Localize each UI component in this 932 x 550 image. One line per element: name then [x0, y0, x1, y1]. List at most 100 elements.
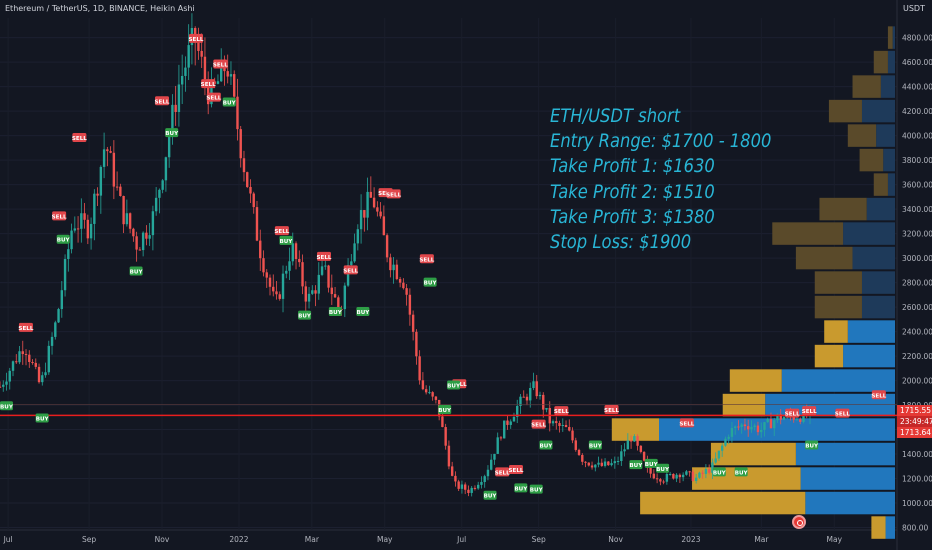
candle-body: [642, 451, 646, 461]
buy-signal-label: BUY: [280, 239, 294, 245]
candle-body: [737, 426, 740, 428]
candle-body: [398, 279, 402, 283]
sell-signal-label: SELL: [679, 421, 694, 427]
note-line: Take Profit 1: $1630: [550, 155, 715, 178]
candle-body: [694, 477, 698, 481]
sell-signal: [835, 408, 850, 418]
sell-signal-label: SELL: [835, 412, 850, 418]
sell-signal: [189, 33, 204, 43]
candle-body: [187, 45, 190, 68]
candle-body: [158, 189, 161, 198]
y-tick-label: 800.00: [902, 524, 928, 533]
candle-body: [561, 424, 564, 426]
volume-profile-up: [814, 271, 862, 294]
candle-body: [392, 264, 395, 271]
candle-body: [522, 396, 525, 398]
candle-body: [769, 419, 773, 429]
candle-body: [203, 56, 207, 80]
sell-signal: [213, 59, 228, 69]
candle-body: [607, 461, 610, 466]
candle-body: [343, 285, 347, 310]
candle-body: [773, 420, 776, 429]
candle-body: [164, 157, 168, 181]
candle-body: [86, 219, 90, 239]
candle-body: [115, 186, 119, 188]
volume-profile-down: [852, 246, 895, 270]
sell-signal: [679, 418, 694, 428]
candle-body: [242, 158, 246, 173]
candle-body: [151, 211, 155, 236]
candle-body: [577, 449, 581, 455]
candle-body: [106, 149, 109, 152]
buy-signal-label: BUY: [540, 443, 554, 449]
sell-signal: [155, 96, 169, 106]
x-tick-label: May: [827, 535, 843, 544]
symbol-title: Ethereum / TetherUS, 1D, BINANCE, Heikin…: [5, 4, 195, 13]
sell-signal-label: SELL: [531, 423, 546, 429]
volume-profile-down: [880, 75, 895, 98]
candle-body: [766, 419, 769, 423]
candle-body: [616, 461, 620, 463]
reload-icon[interactable]: [792, 515, 806, 529]
candle-body: [93, 193, 96, 224]
candle-body: [184, 67, 187, 76]
candle-body: [620, 451, 623, 462]
candle-body: [281, 273, 285, 299]
candle-body: [259, 240, 262, 259]
volume-profile-down: [866, 197, 895, 221]
y-tick-label: 2800.00: [902, 279, 932, 288]
candle-body: [54, 322, 57, 337]
y-tick-label: 1400.00: [902, 450, 932, 459]
candle-body: [389, 257, 392, 271]
candle-body: [268, 277, 272, 287]
candle-body: [408, 294, 412, 315]
volume-profile-up: [828, 99, 862, 123]
candle-body: [756, 425, 760, 433]
buy-signal-label: BUY: [805, 443, 819, 449]
y-tick-label: 2400.00: [902, 328, 932, 337]
sell-signal-label: SELL: [604, 408, 619, 414]
candle-body: [138, 249, 142, 251]
candle-body: [662, 481, 665, 483]
sell-signal: [419, 254, 434, 264]
candle-body: [220, 59, 223, 82]
candle-body: [431, 392, 434, 397]
candle-body: [421, 380, 425, 390]
candle-body: [779, 414, 782, 420]
candle-body: [255, 207, 259, 241]
y-tick-label: 4000.00: [902, 132, 932, 141]
candle-body: [317, 274, 320, 294]
candle-body: [229, 74, 233, 77]
candle-body: [285, 270, 288, 274]
buy-signal: [514, 483, 528, 493]
price-tag-low: 1713.64: [897, 427, 932, 438]
candle-body: [402, 282, 405, 289]
buy-signal-label: BUY: [223, 101, 237, 107]
buy-signal: [279, 235, 293, 245]
candle-body: [385, 235, 389, 258]
volume-profile-up: [871, 516, 886, 539]
candle-body: [691, 471, 695, 481]
y-tick-label: 2200.00: [902, 352, 932, 361]
candle-body: [161, 180, 164, 190]
buy-signal: [805, 440, 819, 450]
candle-body: [480, 482, 483, 485]
candle-body: [428, 392, 431, 394]
candle-body: [688, 471, 691, 473]
candle-body: [483, 476, 486, 483]
buy-signal-label: BUY: [713, 470, 727, 476]
volume-profile-down: [887, 173, 895, 196]
buy-signal-label: BUY: [165, 131, 179, 137]
candle-body: [15, 361, 18, 363]
candle-body: [681, 474, 685, 478]
x-tick-label: Jul: [456, 535, 466, 544]
candle-body: [473, 487, 477, 489]
candle-body: [720, 445, 724, 451]
y-tick-label: 2600.00: [902, 303, 932, 312]
candle-body: [2, 384, 5, 387]
candle-body: [112, 152, 116, 187]
candle-body: [711, 462, 714, 473]
candle-body: [633, 436, 636, 442]
volume-profile-down: [805, 491, 895, 515]
